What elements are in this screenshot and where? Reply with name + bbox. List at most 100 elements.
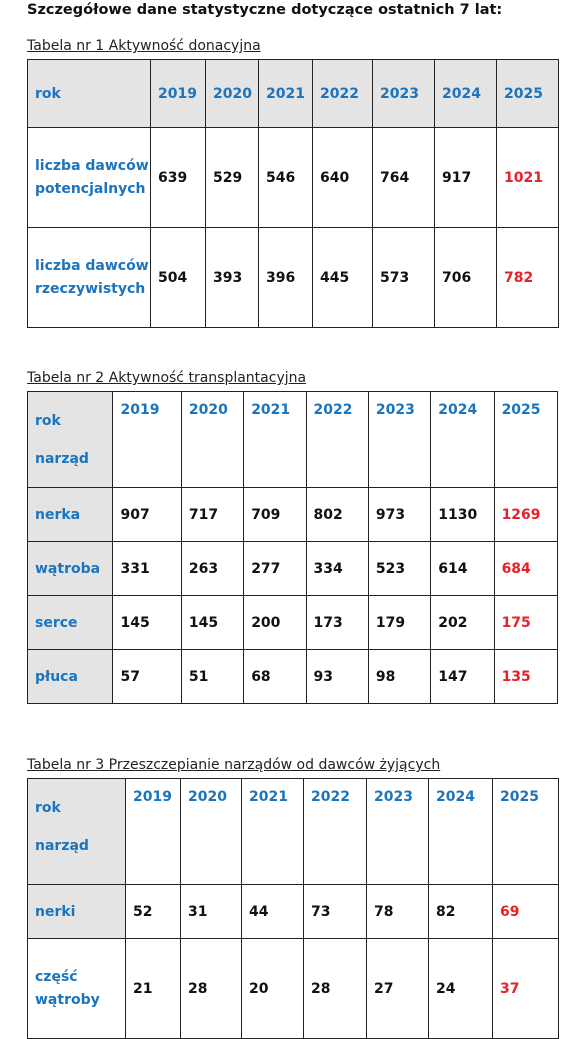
- table-row: nerki 52 31 44 73 78 82 69: [27, 884, 559, 939]
- table2-year: 2021: [243, 391, 307, 488]
- table-cell-highlight: 175: [493, 595, 559, 650]
- table-row: część wątroby 21 28 20 28 27 24 37: [27, 938, 559, 1039]
- table1-header-row: rok 2019 2020 2021 2022 2023 2024 2025: [27, 59, 559, 128]
- table-cell: 764: [372, 127, 435, 228]
- row-label: liczba dawców potencjalnych: [27, 127, 151, 228]
- table-cell: 31: [180, 884, 242, 939]
- table-row: wątroba 331 263 277 334 523 614 684: [26, 541, 559, 596]
- table-donation-activity: rok 2019 2020 2021 2022 2023 2024 2025 l…: [27, 59, 559, 328]
- table-row: serce 145 145 200 173 179 202 175: [26, 595, 559, 650]
- table-cell: 145: [180, 595, 245, 650]
- table1-year: 2021: [258, 59, 313, 128]
- table-cell: 917: [434, 127, 497, 228]
- table-cell: 98: [367, 649, 432, 704]
- table1-caption: Tabela nr 1 Aktywność donacyjna: [27, 38, 261, 54]
- table3-year: 2021: [241, 778, 304, 885]
- table3-caption: Tabela nr 3 Przeszczepianie narządów od …: [27, 757, 441, 773]
- table-cell: 52: [125, 884, 181, 939]
- table-cell: 445: [312, 227, 373, 328]
- table-row: liczba dawców potencjalnych 639 529 546 …: [27, 127, 559, 228]
- table3-year: 2025: [492, 778, 559, 885]
- table-row: płuca 57 51 68 93 98 147 135: [26, 649, 559, 704]
- row-label: część wątroby: [27, 938, 126, 1039]
- table-cell: 57: [112, 649, 182, 704]
- table3-year: 2020: [180, 778, 242, 885]
- table-cell: 639: [150, 127, 206, 228]
- table3-header-row: rok narząd 2019 2020 2021 2022 2023 2024…: [27, 778, 559, 885]
- table1-year: 2023: [372, 59, 435, 128]
- table2-caption: Tabela nr 2 Aktywność transplantacyjna: [27, 370, 307, 386]
- table2-year: 2025: [493, 391, 559, 488]
- table-cell: 93: [305, 649, 369, 704]
- table-cell: 573: [372, 227, 435, 328]
- row-label: liczba dawców rzeczywistych: [27, 227, 151, 328]
- row-label: płuca: [26, 649, 114, 704]
- table-living-donor-transplants: rok narząd 2019 2020 2021 2022 2023 2024…: [27, 778, 559, 1039]
- table-cell: 907: [112, 487, 182, 542]
- row-label: wątroba: [26, 541, 114, 596]
- row-label: serce: [26, 595, 114, 650]
- table-cell: 82: [428, 884, 493, 939]
- header-year-label: rok: [35, 800, 61, 816]
- table-cell: 706: [434, 227, 497, 328]
- table2-header-label: rok narząd: [26, 391, 114, 488]
- table-cell: 44: [241, 884, 304, 939]
- table-cell: 523: [367, 541, 432, 596]
- table2-header-row: rok narząd 2019 2020 2021 2022 2023 2024…: [26, 391, 559, 488]
- table-cell: 504: [150, 227, 206, 328]
- table-cell: 717: [180, 487, 245, 542]
- table3-year: 2024: [428, 778, 493, 885]
- table-cell: 20: [241, 938, 304, 1039]
- table-cell: 73: [303, 884, 367, 939]
- table-cell-highlight: 684: [493, 541, 559, 596]
- table-cell-highlight: 135: [493, 649, 559, 704]
- table-row: nerka 907 717 709 802 973 1130 1269: [26, 487, 559, 542]
- table-cell: 709: [243, 487, 307, 542]
- table-transplant-activity: rok narząd 2019 2020 2021 2022 2023 2024…: [26, 391, 559, 704]
- header-organ-label: narząd: [35, 451, 89, 467]
- table-cell: 973: [367, 487, 432, 542]
- table2-year: 2022: [305, 391, 369, 488]
- table-cell: 546: [258, 127, 313, 228]
- table-cell: 277: [243, 541, 307, 596]
- table2-year: 2024: [430, 391, 495, 488]
- header-organ-label: narząd: [35, 838, 89, 854]
- table-cell: 200: [243, 595, 307, 650]
- table1-header-label: rok: [27, 59, 151, 128]
- table-cell: 147: [430, 649, 495, 704]
- table-cell: 27: [366, 938, 429, 1039]
- header-year-label: rok: [35, 413, 61, 429]
- table-cell: 78: [366, 884, 429, 939]
- table-cell: 614: [430, 541, 495, 596]
- page-heading: Szczegółowe dane statystyczne dotyczące …: [27, 2, 503, 18]
- table2-year: 2020: [180, 391, 245, 488]
- table-cell: 28: [303, 938, 367, 1039]
- table-cell-highlight: 69: [492, 884, 559, 939]
- table-cell: 396: [258, 227, 313, 328]
- table-cell: 173: [305, 595, 369, 650]
- table-cell: 640: [312, 127, 373, 228]
- table-cell: 334: [305, 541, 369, 596]
- table1-year: 2019: [150, 59, 206, 128]
- row-label: nerka: [26, 487, 114, 542]
- table1-year: 2020: [205, 59, 259, 128]
- table-cell: 68: [243, 649, 307, 704]
- table3-header-label: rok narząd: [27, 778, 126, 885]
- table-cell: 393: [205, 227, 259, 328]
- table-row: liczba dawców rzeczywistych 504 393 396 …: [27, 227, 559, 328]
- table3-year: 2022: [303, 778, 367, 885]
- table2-year: 2023: [367, 391, 432, 488]
- table-cell-highlight: 1021: [496, 127, 559, 228]
- table-cell: 145: [112, 595, 182, 650]
- table-cell: 529: [205, 127, 259, 228]
- table1-year: 2022: [312, 59, 373, 128]
- row-label: nerki: [27, 884, 126, 939]
- table-cell: 802: [305, 487, 369, 542]
- table1-year: 2024: [434, 59, 497, 128]
- table-cell: 331: [112, 541, 182, 596]
- table-cell: 1130: [430, 487, 495, 542]
- table-cell: 179: [367, 595, 432, 650]
- table-cell: 263: [180, 541, 245, 596]
- table3-year: 2019: [125, 778, 181, 885]
